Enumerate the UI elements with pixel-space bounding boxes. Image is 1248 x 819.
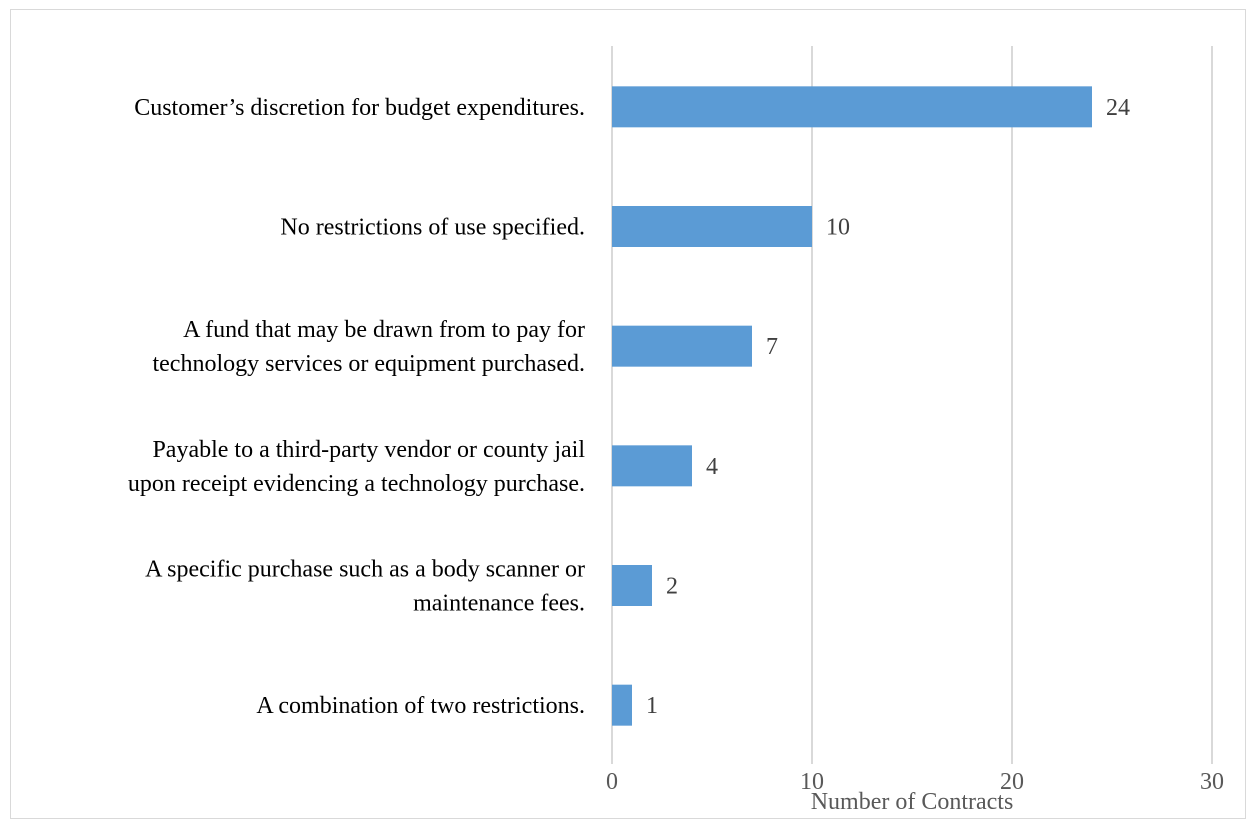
bar-0 bbox=[612, 86, 1092, 128]
category-label-1: No restrictions of use specified. bbox=[280, 215, 585, 241]
x-tick-label-0: 0 bbox=[606, 769, 618, 795]
bar-3 bbox=[612, 445, 692, 487]
category-label-2-line-1: technology services or equipment purchas… bbox=[152, 351, 585, 377]
category-label-3-line-0: Payable to a third-party vendor or count… bbox=[152, 437, 585, 463]
category-label-4-line-1: maintenance fees. bbox=[413, 591, 585, 617]
data-label-2: 7 bbox=[766, 334, 778, 360]
data-label-5: 1 bbox=[646, 693, 658, 719]
category-label-0: Customer’s discretion for budget expendi… bbox=[134, 95, 585, 121]
data-label-4: 2 bbox=[666, 574, 678, 600]
bar-2 bbox=[612, 325, 752, 367]
bar-4 bbox=[612, 565, 652, 606]
data-label-1: 10 bbox=[826, 215, 850, 241]
category-label-5: A combination of two restrictions. bbox=[256, 693, 585, 719]
x-tick-label-2: 20 bbox=[1000, 769, 1024, 795]
data-label-3: 4 bbox=[706, 454, 718, 480]
data-label-0: 24 bbox=[1106, 95, 1130, 121]
bar-1 bbox=[612, 206, 812, 247]
bar-5 bbox=[612, 684, 632, 726]
category-label-3-line-1: upon receipt evidencing a technology pur… bbox=[128, 471, 585, 497]
category-label-4-line-0: A specific purchase such as a body scann… bbox=[145, 557, 585, 583]
x-axis-title: Number of Contracts bbox=[811, 789, 1014, 814]
x-tick-label-3: 30 bbox=[1200, 769, 1224, 795]
x-tick-label-1: 10 bbox=[800, 769, 824, 795]
chart-frame bbox=[10, 9, 1246, 819]
category-label-2-line-0: A fund that may be drawn from to pay for bbox=[183, 317, 585, 343]
